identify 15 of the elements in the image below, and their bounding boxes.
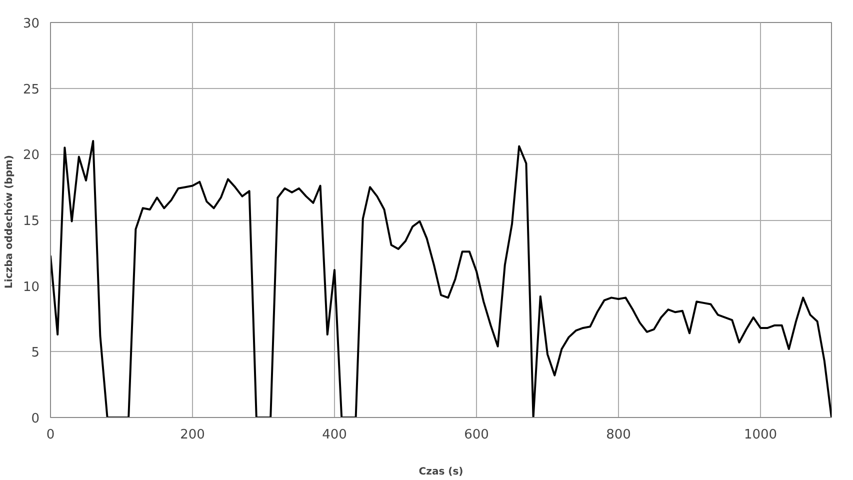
y-tick-label: 10 [22, 280, 40, 295]
x-axis-title: Czas (s) [418, 466, 464, 478]
y-tick-label: 25 [22, 82, 40, 98]
y-tick-label: 20 [22, 148, 40, 164]
y-tick-label: 15 [22, 214, 40, 229]
x-tick-label: 1000 [744, 428, 778, 442]
y-tick-label: 5 [31, 346, 40, 361]
x-tick-label: 800 [606, 428, 631, 442]
y-axis-title: Liczba oddechów (bpm) [4, 155, 15, 288]
x-tick-label: 400 [322, 428, 347, 442]
x-tick-label: 200 [180, 428, 205, 442]
x-tick-label: 0 [46, 428, 55, 442]
x-tick-label: 600 [464, 428, 489, 442]
y-tick-label: 0 [31, 412, 40, 426]
y-tick-label: 30 [22, 16, 40, 32]
